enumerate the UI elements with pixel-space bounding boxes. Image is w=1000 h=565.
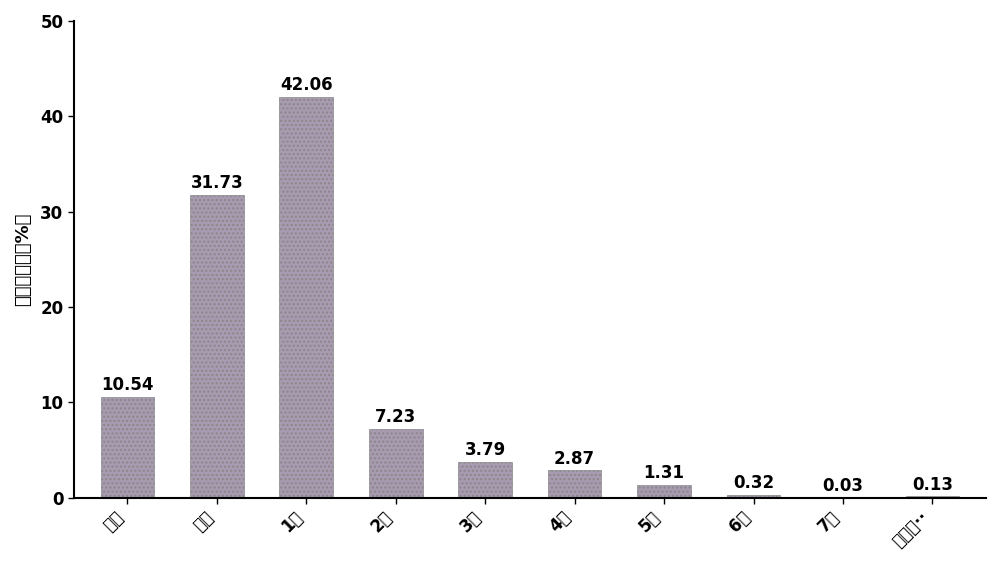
Text: 0.13: 0.13 (912, 476, 953, 494)
Bar (369, 429, 423, 498)
Text: 10.54: 10.54 (101, 376, 154, 394)
Bar (727, 495, 780, 498)
Bar (637, 485, 691, 498)
Text: 0.03: 0.03 (822, 477, 863, 494)
Text: 1.31: 1.31 (644, 464, 685, 483)
Text: 0.32: 0.32 (733, 474, 774, 492)
Text: 3.79: 3.79 (465, 441, 506, 459)
Bar (906, 497, 959, 498)
Bar (279, 97, 333, 498)
Bar (458, 462, 512, 498)
Text: 2.87: 2.87 (554, 450, 595, 467)
Bar (101, 397, 154, 498)
Bar (190, 195, 244, 498)
Text: 42.06: 42.06 (280, 76, 333, 94)
Bar (548, 471, 601, 498)
Y-axis label: 各级沉积率（%）: 各级沉积率（%） (14, 212, 32, 306)
Text: 7.23: 7.23 (375, 408, 416, 426)
Text: 31.73: 31.73 (191, 174, 243, 192)
